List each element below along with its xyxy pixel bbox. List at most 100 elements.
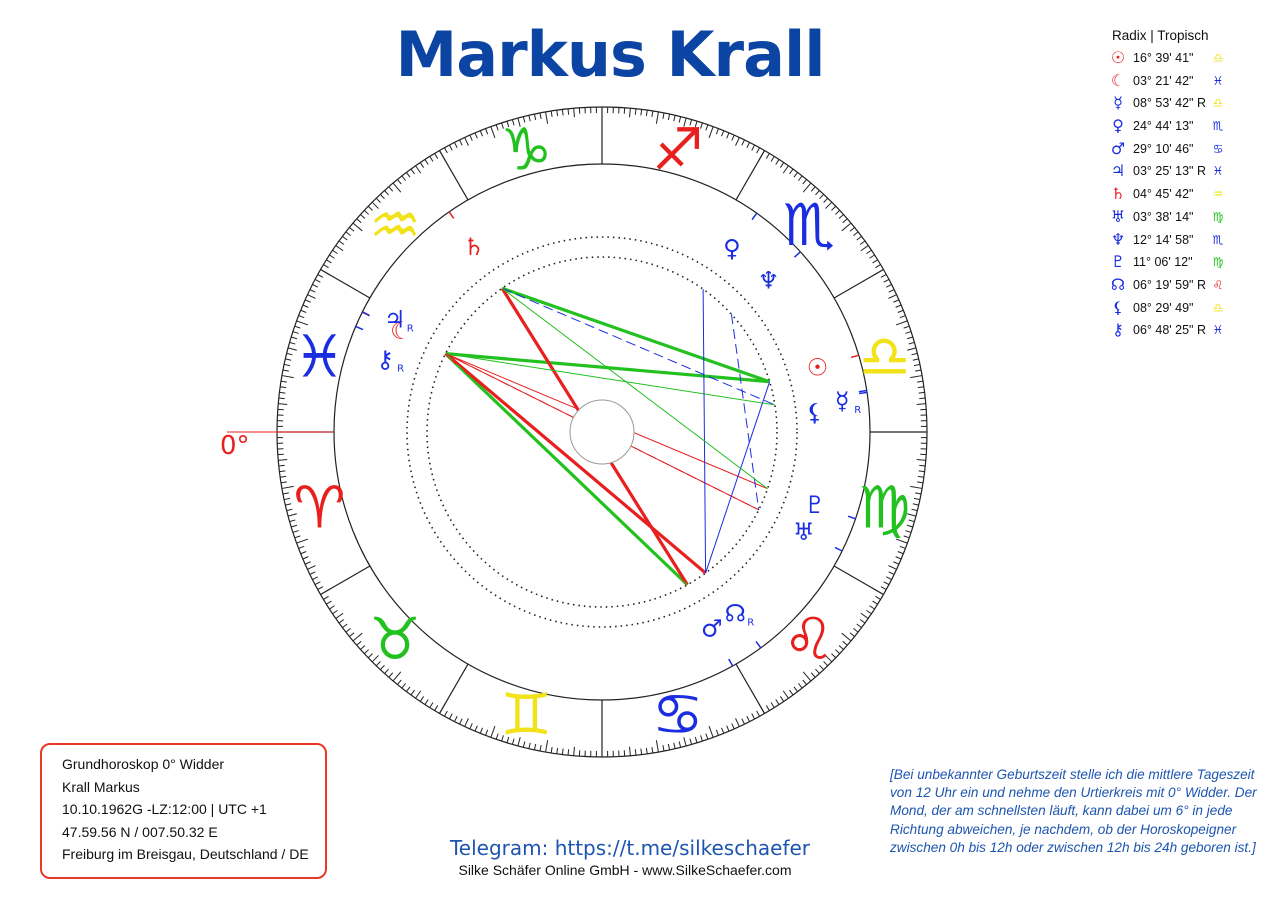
aquarius-sign-icon: ♒: [369, 191, 421, 259]
chiron-marker: [356, 326, 363, 329]
degree-tick: [721, 131, 723, 137]
degree-tick: [884, 582, 889, 585]
capricorn-sign-icon: ♑: [500, 115, 552, 183]
legend-row: ♆ 12° 14' 58" ♏: [1108, 229, 1278, 252]
venus-icon: ♀: [1108, 115, 1128, 138]
degree-tick: [893, 562, 898, 564]
degree-tick: [918, 476, 924, 477]
degree-tick: [310, 290, 315, 293]
degree-tick: [790, 690, 794, 695]
degree-tick: [727, 726, 729, 732]
degree-tick: [881, 587, 886, 590]
degree-tick: [917, 482, 923, 483]
degree-tick: [860, 620, 865, 624]
degree-tick: [282, 376, 294, 378]
degree-tick: [284, 364, 290, 365]
degree-tick: [747, 142, 750, 147]
degree-tick: [842, 633, 851, 641]
degree-tick: [280, 476, 286, 477]
degree-tick: [803, 680, 807, 685]
venus-marker: [752, 213, 757, 220]
degree-tick: [496, 125, 498, 131]
degree-tick: [279, 465, 285, 466]
degree-tick: [333, 610, 338, 613]
degree-tick: [339, 620, 344, 624]
legend-row: ♃ 03° 25' 13" R ♓: [1108, 160, 1278, 183]
planet-legend: Radix | Tropisch ☉ 16° 39' 41" ♎ ☾ 03° 21' 4…: [1108, 28, 1278, 342]
legend-header: Radix | Tropisch: [1112, 28, 1278, 43]
gemini-sign-icon: ♊: [500, 681, 552, 749]
degree-tick: [416, 166, 421, 173]
degree-tick: [444, 711, 447, 716]
degree-tick: [491, 726, 495, 737]
degree-tick: [336, 613, 343, 618]
degree-tick: [919, 398, 925, 399]
degree-tick: [886, 284, 891, 287]
degree-tick: [326, 260, 331, 263]
degree-tick: [709, 127, 713, 138]
sign-divider: [834, 270, 883, 299]
lilith-marker: [859, 392, 867, 393]
degree-tick: [420, 163, 423, 168]
virgo-sign-icon: ♍: [859, 474, 911, 542]
degree-tick: [562, 109, 563, 115]
degree-tick: [280, 387, 286, 388]
planet-position: 03° 38' 14": [1133, 206, 1193, 229]
degree-tick: [641, 109, 642, 115]
degree-tick: [716, 730, 718, 736]
degree-tick: [475, 133, 477, 139]
degree-tick: [281, 381, 287, 382]
sign-divider: [834, 566, 883, 595]
degree-tick: [449, 145, 452, 150]
degree-tick: [557, 748, 558, 754]
degree-tick: [742, 719, 745, 724]
uranus-icon: ♅: [793, 518, 815, 546]
degree-tick: [766, 153, 769, 158]
aspect-line: [502, 288, 767, 488]
degree-tick: [496, 734, 498, 740]
degree-tick: [794, 687, 798, 692]
degree-tick: [803, 672, 811, 681]
legend-row: ☉ 16° 39' 41" ♎: [1108, 47, 1278, 70]
degree-tick: [736, 718, 740, 726]
pluto-icon: ♇: [804, 491, 826, 519]
birth-datetime: 10.10.1962G -LZ:12:00 | UTC +1: [62, 798, 325, 821]
degree-tick: [301, 310, 307, 312]
degree-tick: [646, 110, 647, 116]
degree-tick: [299, 546, 305, 548]
degree-tick: [780, 163, 783, 168]
degree-tick: [839, 215, 843, 219]
degree-tick: [465, 137, 469, 145]
degree-tick: [798, 683, 802, 688]
degree-tick: [843, 641, 848, 645]
degree-tick: [420, 696, 423, 701]
degree-tick: [794, 172, 798, 177]
sagittarius-sign-icon: ♐: [652, 115, 704, 183]
degree-tick: [305, 562, 310, 564]
footer-company: Silke Schäfer Online GmbH - www.SilkeSch…: [360, 862, 890, 878]
degree-tick: [888, 295, 896, 299]
degree-tick: [279, 398, 285, 399]
zodiac-sign-icon: ♎: [1208, 47, 1228, 70]
degree-tick: [860, 241, 865, 245]
sign-divider: [440, 151, 469, 200]
degree-tick: [389, 673, 393, 678]
degree-tick: [630, 747, 631, 756]
telegram-link[interactable]: Telegram: https://t.me/silkeschaefer: [400, 836, 860, 860]
legend-row: ♇ 11° 06' 12" ♍: [1108, 251, 1278, 274]
degree-tick: [402, 176, 406, 181]
degree-tick: [333, 250, 338, 253]
aspect-line: [706, 382, 770, 573]
mercury-marker: [859, 391, 867, 392]
saturn-marker: [449, 212, 454, 219]
degree-tick: [279, 392, 285, 393]
degree-tick: [315, 279, 320, 282]
uranus-icon: ♅: [1108, 206, 1128, 229]
degree-tick: [305, 300, 310, 302]
degree-tick: [850, 227, 855, 231]
degree-tick: [430, 156, 433, 161]
degree-tick: [839, 645, 843, 649]
sun-icon: ☉: [807, 353, 829, 381]
degree-tick: [870, 255, 875, 258]
degree-tick: [323, 265, 328, 268]
